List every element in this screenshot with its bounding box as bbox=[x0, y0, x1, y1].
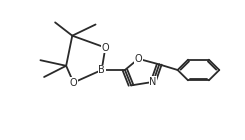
Text: B: B bbox=[98, 65, 105, 75]
Text: N: N bbox=[149, 77, 157, 87]
Text: O: O bbox=[101, 43, 109, 53]
Text: O: O bbox=[135, 54, 142, 64]
Text: O: O bbox=[70, 78, 77, 88]
